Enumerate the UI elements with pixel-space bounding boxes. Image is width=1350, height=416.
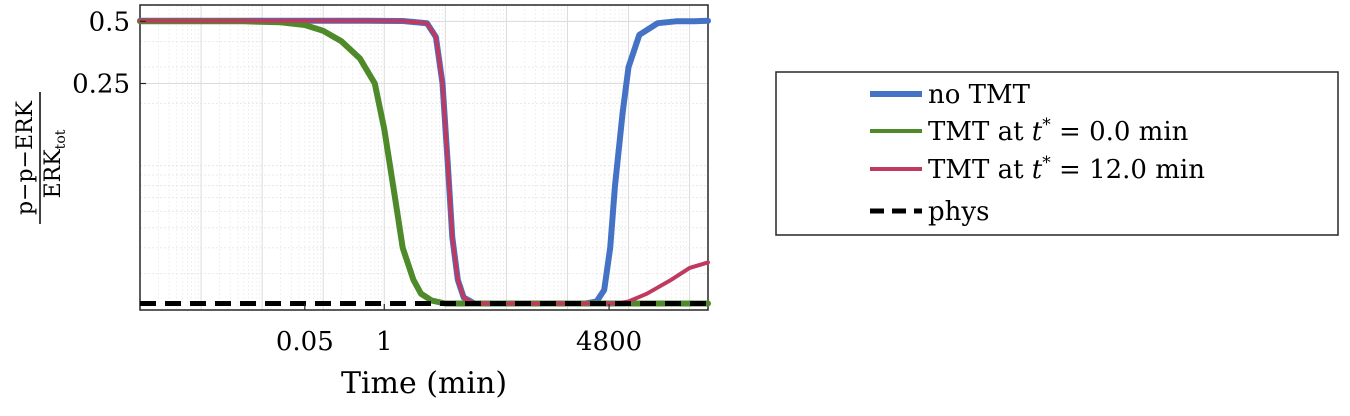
legend-label-tmt-0-var: t: [1032, 117, 1043, 147]
y-axis-label-denominator: ERKtot: [41, 129, 69, 198]
tick-layer: 0.05 1 4800 0.25 0.5: [72, 7, 642, 357]
y-axis-label-denominator-main: ERK: [41, 149, 66, 199]
legend-item-no-tmt: no TMT: [870, 80, 1031, 110]
y-axis-label: p−p−ERK ERKtot: [13, 92, 69, 224]
y-tick-label: 0.5: [89, 7, 130, 37]
legend-item-phys: phys: [870, 197, 989, 227]
legend-label-phys: phys: [928, 197, 989, 227]
legend-label-tmt-12-sup: *: [1042, 153, 1051, 173]
legend-label-tmt-0-sup: *: [1042, 115, 1051, 135]
legend-label-tmt-12-prefix: TMT at: [928, 155, 1032, 185]
minor-grid: [140, 5, 709, 311]
x-tick-label: 1: [376, 327, 393, 357]
x-tick-label: 4800: [576, 327, 642, 357]
legend-label-tmt-12: TMT at t* = 12.0 min: [928, 153, 1205, 185]
legend-item-tmt-12: TMT at t* = 12.0 min: [870, 153, 1205, 185]
legend-label-tmt-12-var: t: [1032, 155, 1043, 185]
legend-label-tmt-0-suffix: = 0.0 min: [1051, 117, 1189, 147]
legend: no TMT TMT at t* = 0.0 min TMT at t* = 1…: [775, 71, 1339, 236]
x-tick-label: 0.05: [276, 327, 334, 357]
legend-label-tmt-0: TMT at t* = 0.0 min: [928, 115, 1189, 147]
y-axis-label-numerator: p−p−ERK: [13, 100, 38, 215]
y-axis-label-denominator-sub: tot: [53, 129, 69, 149]
legend-label-no-tmt: no TMT: [928, 80, 1031, 110]
series-layer: [137, 17, 711, 307]
legend-box: [775, 71, 1339, 236]
plot-frame: [139, 4, 709, 311]
x-axis-label: Time (min): [341, 366, 507, 401]
legend-label-tmt-12-suffix: = 12.0 min: [1051, 155, 1205, 185]
chart-axes: 0.05 1 4800 0.25 0.5: [72, 4, 711, 357]
legend-item-tmt-0: TMT at t* = 0.0 min: [870, 115, 1189, 147]
y-tick-label: 0.25: [72, 70, 130, 100]
legend-label-tmt-0-prefix: TMT at: [928, 117, 1032, 147]
